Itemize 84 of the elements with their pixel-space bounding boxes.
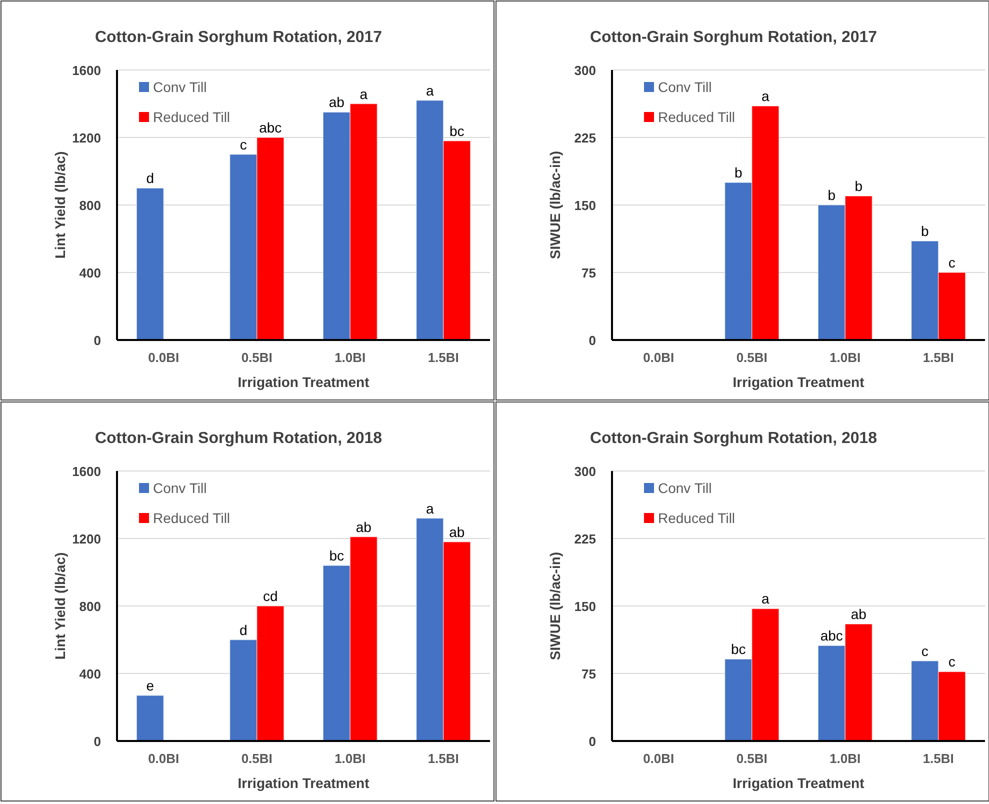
legend-label: Reduced Till <box>658 109 736 125</box>
data-label: a <box>762 590 770 607</box>
x-tick-label: 0.5BI <box>241 751 272 766</box>
legend-label: Reduced Till <box>153 109 230 125</box>
y-axis-title: SIWUE (lb/ac-in) <box>547 150 563 260</box>
x-tick-label: 0.5BI <box>241 350 272 365</box>
y-tick-label: 150 <box>574 599 596 614</box>
x-tick-label: 1.0BI <box>334 350 366 365</box>
x-tick-label: 0.0BI <box>148 751 180 766</box>
y-tick-label: 400 <box>79 266 101 280</box>
x-axis-title: Irrigation Treatment <box>238 775 370 791</box>
legend-label: Conv Till <box>153 79 207 95</box>
data-label: c <box>948 254 956 270</box>
data-label: c <box>948 654 956 670</box>
data-label: a <box>762 88 770 104</box>
x-tick-label: 0.5BI <box>736 751 768 766</box>
y-tick-label: 75 <box>582 666 596 682</box>
x-axis-title: Irrigation Treatment <box>732 374 865 390</box>
data-label: abc <box>820 628 843 644</box>
x-tick-label: 1.0BI <box>830 751 861 766</box>
data-label: b <box>920 223 929 239</box>
x-tick-label: 1.5BI <box>428 751 459 766</box>
y-tick-label: 0 <box>94 734 101 749</box>
chart-title: Cotton-Grain Sorghum Rotation, 2017 <box>94 29 382 46</box>
y-axis-title: Lint Yield (lb/ac) <box>52 151 68 259</box>
bar <box>136 695 164 742</box>
x-tick-label: 0.0BI <box>643 350 674 365</box>
y-tick-label: 1600 <box>72 464 101 479</box>
x-tick-label: 1.0BI <box>830 350 861 365</box>
y-axis-title: Lint Yield (lb/ac) <box>52 552 68 660</box>
legend-label: Reduced Till <box>153 510 230 526</box>
data-label: bc <box>730 641 746 658</box>
legend-label: Conv Till <box>153 480 207 496</box>
legend-label: Conv Till <box>658 480 712 496</box>
x-tick-label: 1.5BI <box>428 350 459 365</box>
y-tick-label: 1200 <box>72 532 101 546</box>
y-tick-label: 0 <box>94 333 101 348</box>
y-tick-label: 150 <box>574 198 596 213</box>
chart-title: Cotton-Grain Sorghum Rotation, 2018 <box>94 430 382 447</box>
y-tick-label: 75 <box>582 266 596 280</box>
y-tick-label: 225 <box>574 532 596 546</box>
x-tick-label: 1.5BI <box>922 350 954 365</box>
data-label: e <box>146 677 154 694</box>
data-label: a <box>360 86 368 102</box>
x-tick-label: 0.0BI <box>643 751 674 766</box>
data-label: a <box>426 82 434 98</box>
y-tick-label: 1600 <box>72 63 101 78</box>
x-tick-label: 1.0BI <box>334 751 366 766</box>
chart-title: Cotton-Grain Sorghum Rotation, 2017 <box>590 29 878 46</box>
x-tick-label: 0.0BI <box>148 350 180 365</box>
bar <box>136 188 164 340</box>
chart-title: Cotton-Grain Sorghum Rotation, 2018 <box>590 430 878 447</box>
data-label: d <box>146 170 154 186</box>
y-tick-label: 1200 <box>72 130 101 146</box>
data-label: ab <box>356 518 372 535</box>
legend-label: Conv Till <box>658 79 712 95</box>
data-label: b <box>734 164 742 180</box>
x-tick-label: 0.5BI <box>736 350 768 365</box>
data-label: bc <box>450 122 464 139</box>
data-label: abc <box>259 120 282 136</box>
y-tick-label: 800 <box>79 599 101 614</box>
y-tick-label: 300 <box>574 63 596 78</box>
x-axis-title: Irrigation Treatment <box>732 775 865 791</box>
y-tick-label: 225 <box>574 130 596 146</box>
y-tick-label: 0 <box>588 734 596 749</box>
x-axis-title: Irrigation Treatment <box>238 374 370 390</box>
y-axis-title: SIWUE (lb/ac-in) <box>547 552 563 660</box>
y-tick-label: 0 <box>588 333 596 348</box>
data-label: bc <box>329 548 344 564</box>
data-label: b <box>854 178 863 194</box>
data-label: c <box>921 642 928 659</box>
data-label: b <box>828 187 836 203</box>
y-tick-label: 400 <box>79 666 101 682</box>
data-label: a <box>426 500 434 516</box>
y-tick-label: 800 <box>79 198 101 213</box>
data-label: ab <box>328 94 345 110</box>
x-tick-label: 1.5BI <box>922 751 954 766</box>
data-label: ab <box>850 606 867 622</box>
legend-label: Reduced Till <box>658 510 736 526</box>
y-tick-label: 300 <box>574 464 596 479</box>
data-label: ab <box>449 524 465 540</box>
data-label: cd <box>263 588 278 604</box>
data-label: d <box>239 622 248 638</box>
data-label: c <box>240 136 247 152</box>
